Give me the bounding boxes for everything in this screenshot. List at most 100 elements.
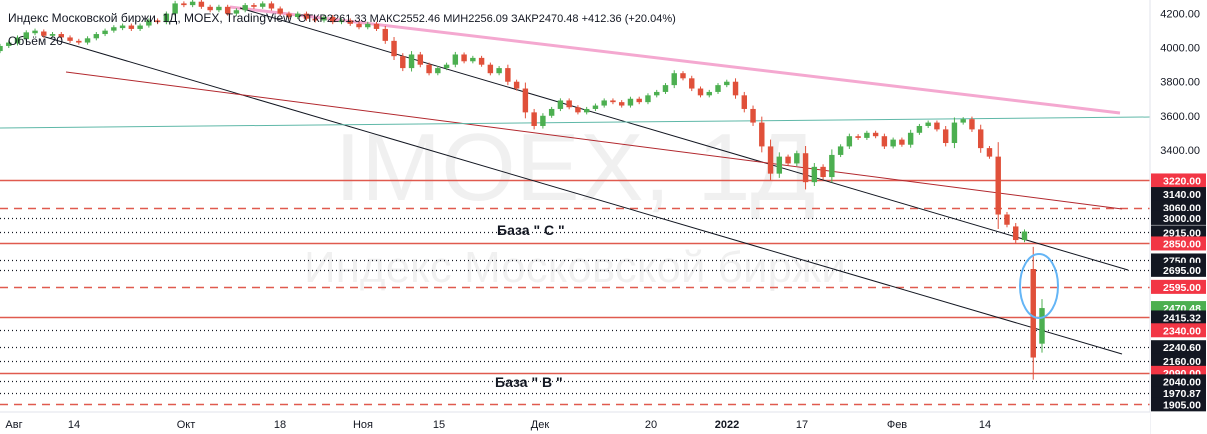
candle-down[interactable] [732, 81, 739, 96]
candle-down[interactable] [636, 98, 642, 103]
candle-down[interactable] [426, 64, 432, 74]
candle-down[interactable] [934, 122, 940, 130]
volume-label[interactable]: Объём 20 [8, 34, 63, 48]
candle-down[interactable] [251, 5, 257, 7]
candle-down[interactable] [181, 3, 187, 6]
price-tag-bg[interactable] [1151, 262, 1206, 277]
candle-up[interactable] [119, 25, 126, 29]
candle-down[interactable] [154, 20, 161, 23]
candle-up[interactable] [259, 3, 266, 7]
candle-up[interactable] [662, 85, 669, 92]
candle-down[interactable] [1004, 214, 1010, 225]
candle-up[interactable] [408, 54, 415, 69]
candle-down[interactable] [575, 107, 581, 113]
candle-down[interactable] [373, 23, 380, 29]
candle-down[interactable] [1013, 226, 1019, 241]
candle-up[interactable] [864, 132, 870, 138]
candle-down[interactable] [347, 20, 353, 24]
candle-up[interactable] [627, 98, 634, 106]
candle-up[interactable] [172, 3, 178, 14]
candle-down[interactable] [417, 54, 424, 65]
price-tag-bg[interactable] [1151, 279, 1206, 294]
price-tag-bg[interactable] [1151, 173, 1206, 188]
candle-up[interactable] [715, 85, 721, 92]
candle-down[interactable] [872, 132, 879, 137]
candle-down[interactable] [820, 166, 826, 178]
candle-up[interactable] [671, 73, 677, 86]
candle-up[interactable] [724, 81, 730, 86]
candle-up[interactable] [233, 10, 240, 14]
candle-up[interactable] [916, 125, 923, 133]
candle-down[interactable] [1030, 268, 1036, 358]
candle-up[interactable] [23, 32, 29, 40]
candle-up[interactable] [470, 57, 476, 62]
price-tag-bg[interactable] [1151, 236, 1206, 251]
candle-down[interactable] [487, 64, 494, 74]
candle-down[interactable] [697, 88, 704, 96]
candle-up[interactable] [321, 17, 327, 21]
candle-up[interactable] [163, 13, 170, 23]
candle-up[interactable] [242, 5, 248, 11]
candle-down[interactable] [881, 136, 888, 147]
candle-down[interactable] [356, 23, 362, 28]
candle-down[interactable] [312, 18, 318, 21]
price-tag-bg[interactable] [1151, 225, 1206, 240]
candle-down[interactable] [969, 119, 975, 130]
candle-up[interactable] [654, 91, 660, 96]
candle-up[interactable] [435, 68, 441, 74]
trendline-lower-black[interactable] [41, 35, 1123, 355]
candle-down[interactable] [689, 78, 695, 89]
candle-up[interactable] [592, 105, 599, 109]
candle-down[interactable] [505, 68, 511, 82]
candle-down[interactable] [680, 73, 686, 79]
symbol-name[interactable]: Индекс Московской биржи [8, 11, 156, 25]
candle-down[interactable] [268, 3, 275, 9]
candle-down[interactable] [513, 81, 520, 89]
candle-up[interactable] [925, 122, 931, 126]
trendline-upper-black[interactable] [239, 7, 1129, 271]
candle-up[interactable] [1021, 231, 1028, 241]
candle-down[interactable] [461, 54, 467, 62]
candle-up[interactable] [32, 30, 38, 34]
candle-up[interactable] [496, 68, 502, 74]
candle-down[interactable] [382, 28, 388, 41]
price-tag-bg[interactable] [1151, 353, 1206, 368]
candle-down[interactable] [58, 34, 65, 38]
candle-down[interactable] [522, 88, 529, 113]
candle-up[interactable] [846, 136, 853, 147]
candle-up[interactable] [6, 42, 12, 46]
candle-up[interactable] [557, 100, 564, 109]
candle-up[interactable] [146, 20, 152, 26]
candle-down[interactable] [785, 156, 791, 164]
candle-up[interactable] [540, 115, 546, 126]
candle-up[interactable] [189, 1, 196, 6]
time-axis[interactable] [0, 411, 1150, 434]
candle-up[interactable] [365, 23, 371, 28]
candle-down[interactable] [759, 122, 765, 147]
price-tag-bg[interactable] [1151, 340, 1206, 355]
candle-down[interactable] [855, 136, 861, 138]
candle-down[interactable] [618, 102, 625, 106]
candle-up[interactable] [14, 37, 21, 44]
candle-down[interactable] [224, 6, 231, 14]
candle-up[interactable] [601, 100, 607, 106]
candle-up[interactable] [829, 154, 835, 178]
candle-up[interactable] [960, 119, 966, 123]
timeframe[interactable]: 1Д [163, 11, 178, 25]
candle-up[interactable] [216, 6, 222, 11]
candle-up[interactable] [706, 91, 712, 96]
price-tag-bg[interactable] [1151, 397, 1206, 412]
candle-up[interactable] [102, 30, 108, 35]
price-tag-bg[interactable] [1151, 386, 1206, 401]
candle-down[interactable] [767, 146, 774, 174]
candle-up[interactable] [49, 34, 56, 36]
price-tag-bg[interactable] [1151, 374, 1206, 389]
candle-down[interactable] [750, 108, 756, 123]
candle-down[interactable] [128, 25, 135, 29]
candle-down[interactable] [76, 40, 82, 43]
candle-up[interactable] [890, 139, 896, 147]
candle-down[interactable] [899, 139, 905, 145]
price-tag-bg[interactable] [1151, 323, 1206, 338]
candle-down[interactable] [330, 17, 336, 23]
candle-up[interactable] [338, 20, 345, 23]
